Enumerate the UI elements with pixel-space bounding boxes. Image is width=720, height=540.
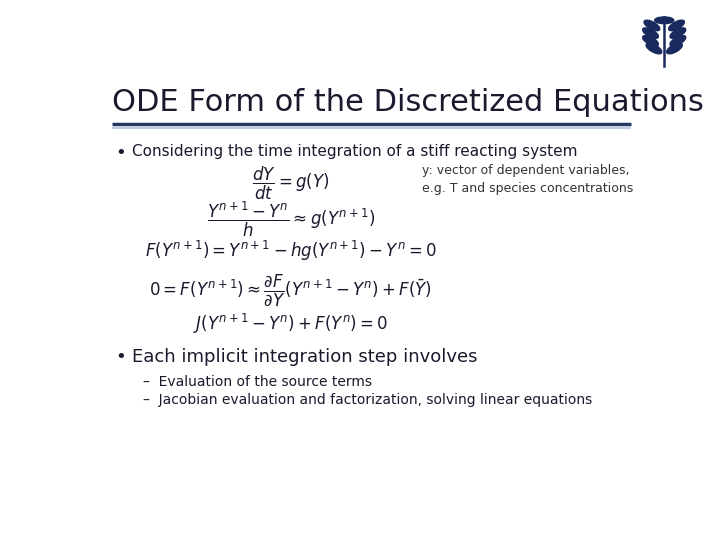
Text: $0 = F(Y^{n+1}) \approx \dfrac{\partial F}{\partial Y}(Y^{n+1} - Y^{n}) + F(\bar: $0 = F(Y^{n+1}) \approx \dfrac{\partial …	[149, 273, 433, 308]
Ellipse shape	[667, 43, 683, 54]
Text: Considering the time integration of a stiff reacting system: Considering the time integration of a st…	[132, 144, 577, 159]
Text: $\dfrac{Y^{n+1} - Y^{n}}{h} \approx g(Y^{n+1})$: $\dfrac{Y^{n+1} - Y^{n}}{h} \approx g(Y^…	[207, 200, 375, 239]
Ellipse shape	[644, 20, 660, 31]
Ellipse shape	[646, 43, 662, 54]
Text: –  Jacobian evaluation and factorization, solving linear equations: – Jacobian evaluation and factorization,…	[143, 393, 593, 407]
Text: ODE Form of the Discretized Equations: ODE Form of the Discretized Equations	[112, 87, 704, 117]
Ellipse shape	[643, 28, 658, 38]
Text: $J(Y^{n+1} - Y^{n}) + F(Y^{n}) = 0$: $J(Y^{n+1} - Y^{n}) + F(Y^{n}) = 0$	[193, 312, 389, 336]
Ellipse shape	[670, 36, 685, 46]
Text: $\dfrac{dY}{dt} = g(Y)$: $\dfrac{dY}{dt} = g(Y)$	[252, 165, 330, 202]
Ellipse shape	[670, 28, 685, 38]
Text: •: •	[115, 144, 126, 162]
Text: y: vector of dependent variables,
e.g. T and species concentrations: y: vector of dependent variables, e.g. T…	[422, 164, 634, 195]
Text: $F(Y^{n+1}) = Y^{n+1} - hg(Y^{n+1}) - Y^{n} = 0$: $F(Y^{n+1}) = Y^{n+1} - hg(Y^{n+1}) - Y^…	[145, 239, 437, 262]
Ellipse shape	[654, 17, 674, 24]
Ellipse shape	[669, 20, 685, 31]
Ellipse shape	[643, 36, 658, 46]
Text: –  Evaluation of the source terms: – Evaluation of the source terms	[143, 375, 372, 389]
Text: Each implicit integration step involves: Each implicit integration step involves	[132, 348, 477, 366]
Text: •: •	[115, 348, 126, 366]
